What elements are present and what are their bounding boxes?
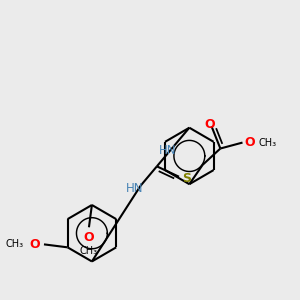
- Text: CH₃: CH₃: [6, 239, 24, 249]
- Text: CH₃: CH₃: [80, 246, 98, 256]
- Text: HN: HN: [126, 182, 143, 195]
- Text: HN: HN: [158, 143, 176, 157]
- Text: O: O: [84, 231, 94, 244]
- Text: S: S: [183, 172, 192, 185]
- Text: O: O: [30, 238, 40, 251]
- Text: O: O: [205, 118, 215, 131]
- Text: O: O: [244, 136, 255, 149]
- Text: CH₃: CH₃: [259, 138, 277, 148]
